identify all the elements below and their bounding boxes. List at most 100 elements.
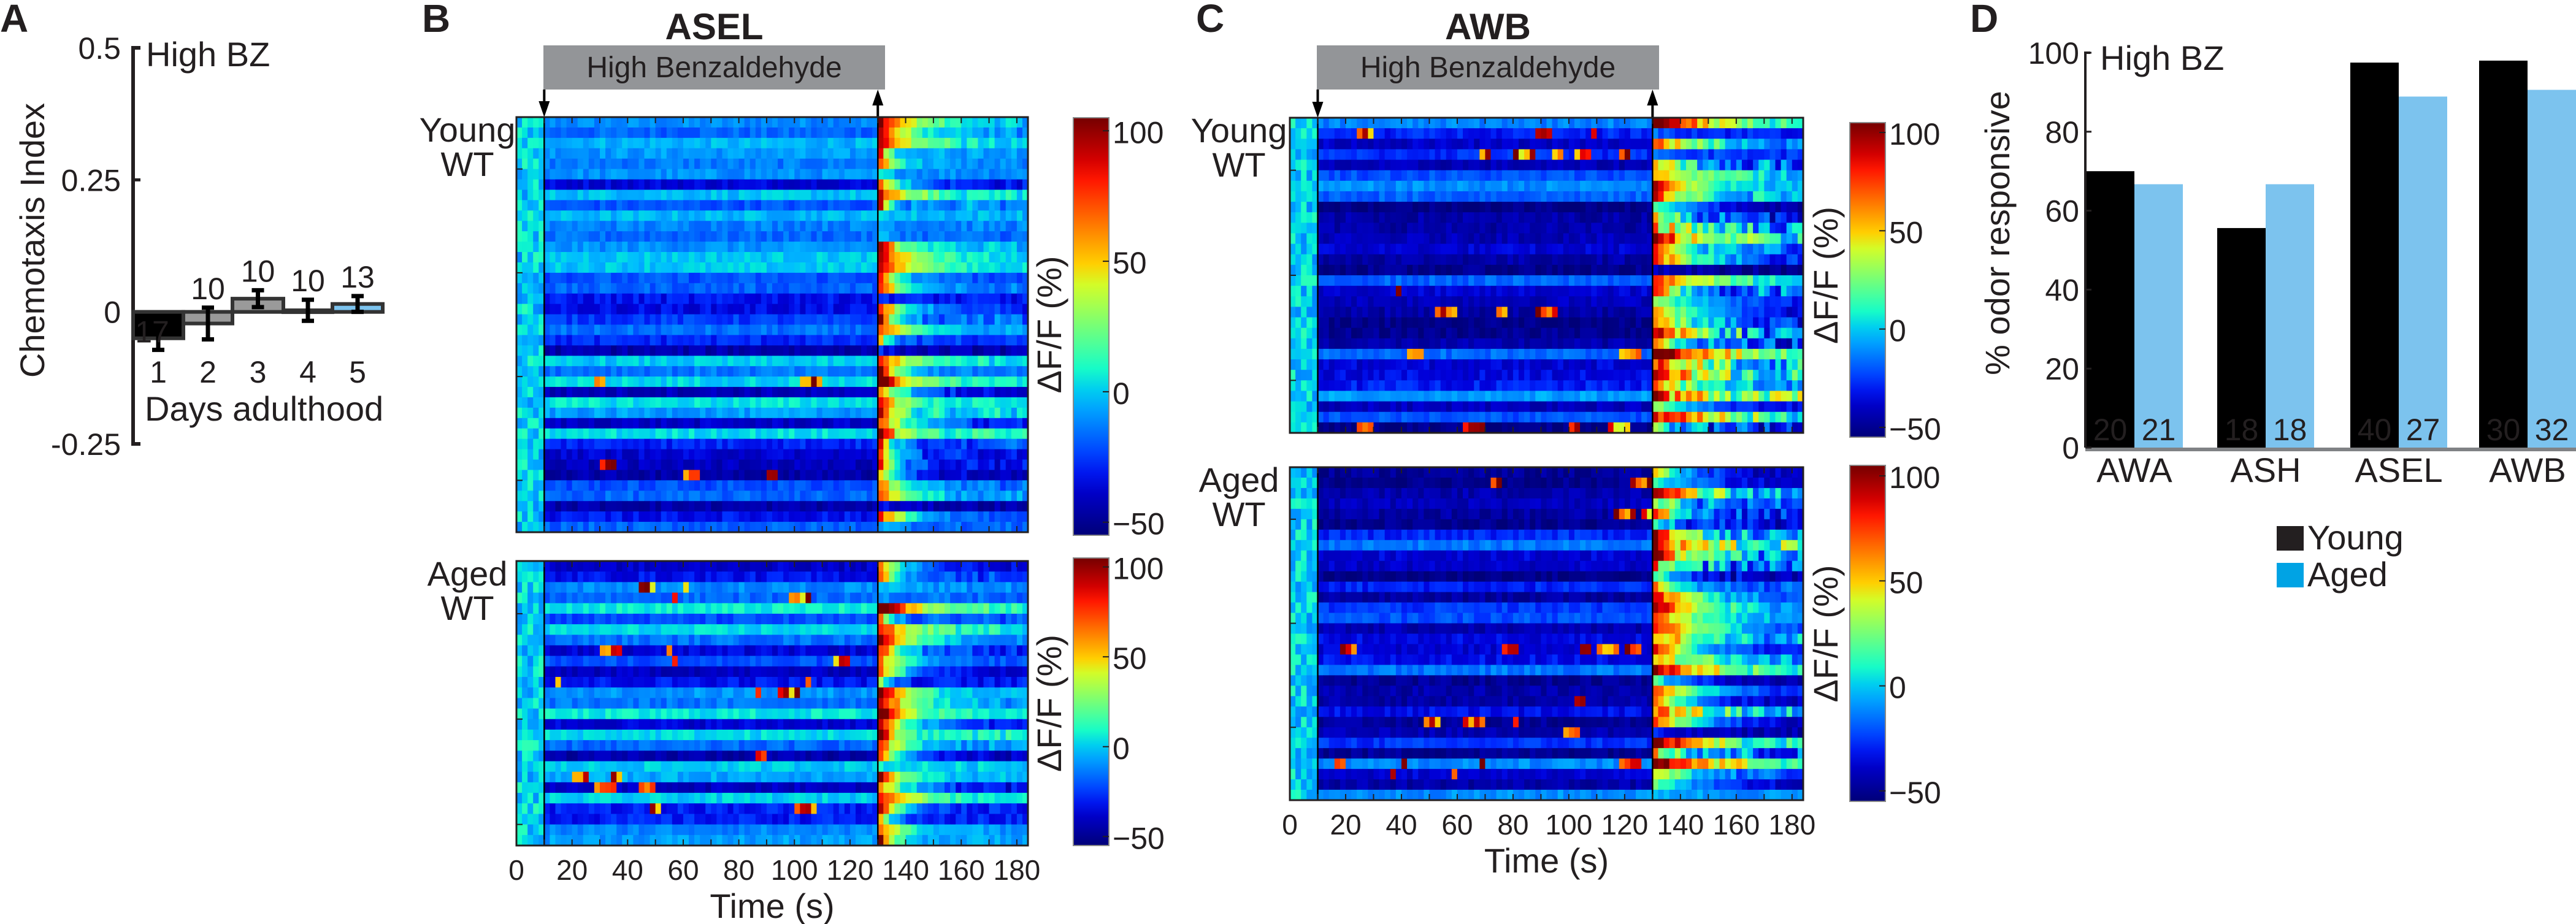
heatmap-cell	[967, 480, 973, 491]
heatmap-cell	[994, 293, 1001, 305]
heatmap-cell	[900, 200, 907, 211]
heatmap-cell	[583, 655, 589, 667]
heatmap-cell	[838, 324, 845, 335]
heatmap-cell	[1005, 242, 1012, 253]
heatmap-cell	[945, 304, 951, 315]
heatmap-cell	[1005, 687, 1012, 698]
heatmap-cell	[849, 304, 856, 315]
heatmap-cell	[677, 603, 684, 614]
heatmap-cell	[516, 366, 523, 377]
heatmap-cell	[749, 677, 756, 688]
heatmap-cell	[527, 137, 534, 149]
heatmap-cell	[766, 480, 773, 491]
heatmap-cell	[916, 293, 923, 305]
heatmap-cell	[616, 582, 623, 593]
heatmap-cell	[816, 480, 823, 491]
heatmap-cell	[805, 356, 812, 367]
heatmap-cell	[789, 480, 795, 491]
heatmap-cell	[705, 428, 711, 440]
heatmap-cell	[838, 407, 845, 419]
heatmap-cell	[844, 655, 851, 667]
heatmap-cell	[889, 571, 895, 582]
heatmap-cell	[722, 137, 729, 149]
heatmap-cell	[861, 345, 867, 356]
heatmap-cell	[827, 397, 834, 408]
heatmap-cell	[983, 511, 990, 522]
heatmap-cell	[900, 428, 907, 440]
heatmap-cell	[816, 582, 823, 593]
heatmap-cell	[527, 117, 534, 128]
heatmap-cell	[1005, 582, 1012, 593]
heatmap-cell	[566, 314, 573, 325]
heatmap-cell	[611, 272, 617, 284]
heatmap-cell	[805, 645, 812, 657]
heatmap-cell	[950, 272, 956, 284]
heatmap-cell	[994, 221, 1001, 232]
heatmap-cell	[978, 158, 984, 170]
heatmap-cell	[816, 252, 823, 263]
heatmap-cell	[956, 158, 962, 170]
heatmap-cell	[927, 459, 934, 470]
heatmap-cell	[827, 666, 834, 678]
heatmap-cell	[789, 428, 795, 440]
heatmap-cell	[577, 200, 584, 211]
heatmap-cell	[889, 169, 895, 180]
heatmap-cell	[800, 137, 806, 149]
heatmap-cell	[727, 314, 734, 325]
heatmap-cell	[694, 407, 700, 419]
heatmap-cell	[749, 407, 756, 419]
heatmap-cell	[583, 428, 589, 440]
heatmap-cell	[594, 324, 600, 335]
heatmap-cell	[1011, 189, 1018, 200]
heatmap-cell	[1022, 335, 1029, 346]
heatmap-cell	[849, 200, 856, 211]
heatmap-cell	[950, 179, 956, 190]
heatmap-cell	[644, 635, 651, 646]
heatmap-cell	[616, 189, 623, 200]
heatmap-cell	[516, 603, 523, 614]
heatmap-cell	[916, 666, 923, 678]
heatmap-cell	[883, 582, 889, 593]
heatmap-cell	[605, 231, 611, 242]
heatmap-cell	[1022, 179, 1029, 190]
heatmap-cell	[661, 272, 667, 284]
heatmap-cell	[844, 418, 851, 429]
heatmap-cell	[588, 210, 595, 221]
heatmap-cell	[833, 635, 840, 646]
heatmap-cell	[577, 210, 584, 221]
heatmap-cell	[766, 335, 773, 346]
heatmap-cell	[588, 179, 595, 190]
heatmap-cell	[633, 687, 640, 698]
heatmap-cell	[861, 592, 867, 604]
heatmap-cell	[727, 449, 734, 460]
heatmap-cell	[822, 613, 829, 625]
heatmap-cell	[572, 127, 578, 139]
heatmap-cell	[611, 522, 617, 533]
heatmap-cell	[833, 169, 840, 180]
heatmap-cell	[722, 221, 729, 232]
heatmap-cell	[594, 428, 600, 440]
heatmap-cell	[761, 418, 767, 429]
heatmap-cell	[694, 491, 700, 502]
heatmap-cell	[633, 397, 640, 408]
heatmap-cell	[833, 293, 840, 305]
heatmap-cell	[550, 428, 556, 440]
heatmap-cell	[555, 470, 562, 481]
heatmap-cell	[722, 677, 729, 688]
heatmap-cell	[1005, 189, 1012, 200]
heatmap-cell	[922, 687, 929, 698]
heatmap-cell	[1011, 470, 1018, 481]
heatmap-cell	[722, 522, 729, 533]
heatmap-cell	[794, 571, 800, 582]
heatmap-cell	[577, 169, 584, 180]
heatmap-cell	[1022, 603, 1029, 614]
heatmap-cell	[844, 428, 851, 440]
heatmap-cell	[716, 304, 723, 315]
heatmap-cell	[978, 179, 984, 190]
heatmap-cell	[894, 592, 901, 604]
heatmap-cell	[894, 645, 901, 657]
heatmap-cell	[666, 677, 673, 688]
heatmap-cell	[539, 335, 545, 346]
heatmap-cell	[849, 376, 856, 388]
heatmap-cell	[605, 449, 611, 460]
